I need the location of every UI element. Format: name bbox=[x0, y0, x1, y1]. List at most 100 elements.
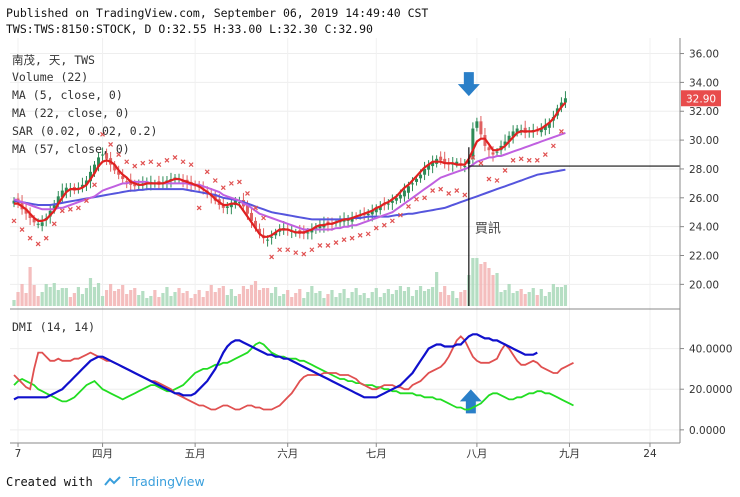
candle-body bbox=[563, 98, 567, 103]
published-line: Published on TradingView.com, September … bbox=[6, 6, 429, 20]
price-tick-label: 26.00 bbox=[689, 193, 719, 205]
sar-marker bbox=[140, 160, 146, 166]
candle-body bbox=[471, 128, 475, 159]
candle-body bbox=[56, 196, 60, 204]
volume-bar bbox=[261, 288, 266, 306]
sar-marker bbox=[406, 204, 411, 209]
volume-bar bbox=[559, 287, 564, 306]
volume-bar bbox=[213, 292, 217, 306]
sar-marker bbox=[253, 205, 258, 211]
volume-bar bbox=[426, 289, 431, 306]
sar-marker bbox=[220, 185, 226, 191]
candle-body bbox=[374, 207, 378, 213]
volume-bar bbox=[109, 284, 113, 306]
volume-bar bbox=[374, 288, 378, 306]
sar-marker bbox=[422, 195, 427, 201]
candle-body bbox=[362, 214, 366, 216]
volume-bar bbox=[177, 288, 181, 306]
candle-body bbox=[24, 208, 28, 214]
tradingview-logo-icon[interactable] bbox=[100, 475, 129, 489]
sar-marker bbox=[92, 182, 97, 188]
up-arrow-icon bbox=[459, 389, 482, 414]
volume-bar bbox=[531, 288, 535, 306]
time-tick-label: 六月 bbox=[277, 448, 298, 460]
sar-marker bbox=[75, 205, 81, 211]
sar-marker bbox=[236, 179, 242, 185]
candle-body bbox=[366, 213, 370, 216]
volume-bar bbox=[145, 298, 149, 306]
axes: 36.00 34.00 32.00 30.00 28.00 26.00 24.00 22.00… bbox=[10, 38, 732, 460]
candle-body bbox=[117, 171, 121, 175]
volume-bar bbox=[439, 292, 443, 306]
volume-bar bbox=[92, 287, 97, 306]
volume-bar bbox=[334, 297, 338, 306]
volume-bar bbox=[527, 292, 531, 306]
volume-bar bbox=[125, 294, 129, 306]
volume-bar bbox=[475, 258, 479, 306]
candle-body bbox=[101, 154, 105, 156]
sar-marker bbox=[301, 251, 307, 257]
volume-bar bbox=[40, 292, 44, 306]
sar-marker bbox=[558, 129, 564, 134]
candle-body bbox=[547, 122, 551, 128]
legend-ma57: MA (57, close, 0) bbox=[12, 142, 130, 156]
candle-body bbox=[52, 203, 56, 211]
volume-bar bbox=[72, 293, 76, 306]
footer-brand[interactable]: TradingView bbox=[129, 474, 205, 489]
sar-marker bbox=[269, 254, 275, 260]
sar-marker bbox=[470, 154, 476, 160]
volume-bar bbox=[431, 287, 435, 306]
sar-marker bbox=[478, 160, 484, 166]
volume-bar bbox=[543, 296, 547, 306]
volume-bar bbox=[274, 287, 278, 306]
volume-bars bbox=[12, 258, 568, 306]
ohlc-line: TWS:TWS:8150:STOCK, D O:32.55 H:33.00 L:… bbox=[6, 22, 373, 36]
volume-bar bbox=[44, 284, 48, 306]
dmi-tick-label: 40.0000 bbox=[689, 344, 732, 356]
sar-marker bbox=[180, 159, 186, 165]
candle-body bbox=[443, 158, 447, 164]
price-tick-label: 28.00 bbox=[689, 164, 719, 176]
sar-marker bbox=[317, 242, 323, 248]
volume-bar bbox=[257, 290, 262, 306]
candle-body bbox=[427, 164, 431, 170]
sar-marker bbox=[84, 198, 89, 204]
sar-marker bbox=[261, 215, 266, 221]
candle-body bbox=[88, 171, 92, 182]
volume-bar bbox=[161, 293, 165, 306]
candle-body bbox=[213, 194, 217, 201]
volume-bar bbox=[406, 287, 411, 306]
candle-body bbox=[402, 190, 406, 197]
volume-bar bbox=[253, 281, 258, 306]
volume-bar bbox=[366, 298, 370, 306]
volume-bar bbox=[519, 289, 523, 306]
volume-bar bbox=[463, 290, 467, 306]
sar-marker bbox=[454, 188, 460, 194]
candle-body bbox=[479, 121, 483, 135]
price-tick-label: 36.00 bbox=[689, 49, 719, 61]
volume-bar bbox=[185, 291, 189, 306]
candle-body bbox=[515, 128, 519, 133]
candle-body bbox=[415, 179, 419, 182]
sar-marker bbox=[325, 242, 331, 248]
volume-bar bbox=[487, 268, 491, 306]
candle-body bbox=[249, 212, 253, 221]
candle-body bbox=[229, 203, 233, 208]
candle-body bbox=[503, 141, 507, 146]
volume-bar bbox=[205, 291, 209, 306]
volume-bar bbox=[282, 294, 286, 306]
volume-bar bbox=[96, 283, 101, 306]
volume-bar bbox=[503, 290, 507, 306]
volume-bar bbox=[451, 291, 455, 306]
candle-body bbox=[121, 176, 125, 180]
volume-bar bbox=[225, 295, 229, 306]
sar-marker bbox=[67, 206, 73, 212]
volume-bar bbox=[491, 275, 495, 306]
sar-marker bbox=[293, 250, 299, 256]
candle-body bbox=[93, 164, 97, 174]
candle-body bbox=[258, 228, 262, 234]
candle-body bbox=[439, 156, 443, 161]
volume-bar bbox=[435, 272, 439, 306]
candle-body bbox=[386, 203, 390, 205]
